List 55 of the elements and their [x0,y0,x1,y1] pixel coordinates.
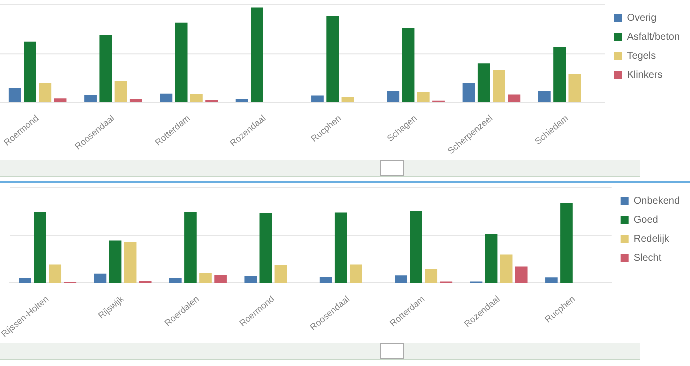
legend-label: Overig [627,12,657,24]
bar [395,276,408,284]
bar [114,82,128,102]
bar [19,278,32,284]
bar [200,274,212,284]
bar [334,212,348,284]
bar [342,97,354,102]
legend-label: Asfalt/beton [627,32,680,43]
bar [49,264,62,284]
legend-label: Redelijk [634,234,670,245]
bar [560,203,573,284]
bar [350,264,362,284]
bar [508,94,521,102]
bar [94,274,107,284]
bar [478,64,490,102]
bar [184,212,197,284]
bar [326,16,340,102]
bar [485,234,498,284]
bar [251,8,264,102]
bar [84,94,97,102]
legend-label: Klinkers [627,70,663,81]
legend-label: Goed [634,214,658,226]
bar [244,276,258,284]
bar [462,83,476,102]
bar [493,70,506,102]
bar [100,35,112,102]
bar [312,96,324,102]
bar [402,28,415,102]
legend-label: Tegels [627,50,656,62]
bar [515,266,528,284]
bar [109,240,122,284]
bar [175,22,188,102]
bar [500,254,513,284]
bar [546,278,558,284]
bar [568,74,582,102]
bar [554,48,566,102]
bar [39,83,52,102]
bar [214,275,227,284]
bar [34,212,46,284]
bar [417,92,430,102]
bar [24,42,36,102]
bar [160,94,173,102]
legend-label: Onbekend [634,196,680,207]
bar [170,278,182,284]
bar [8,88,22,102]
bar [260,214,272,284]
bar [124,242,137,284]
bar [538,91,551,102]
bar [320,276,332,284]
bar [387,91,400,102]
bar [274,266,288,284]
legend-label: Slecht [634,252,662,264]
bar [425,269,438,284]
bar [410,211,422,284]
bar [190,94,203,102]
